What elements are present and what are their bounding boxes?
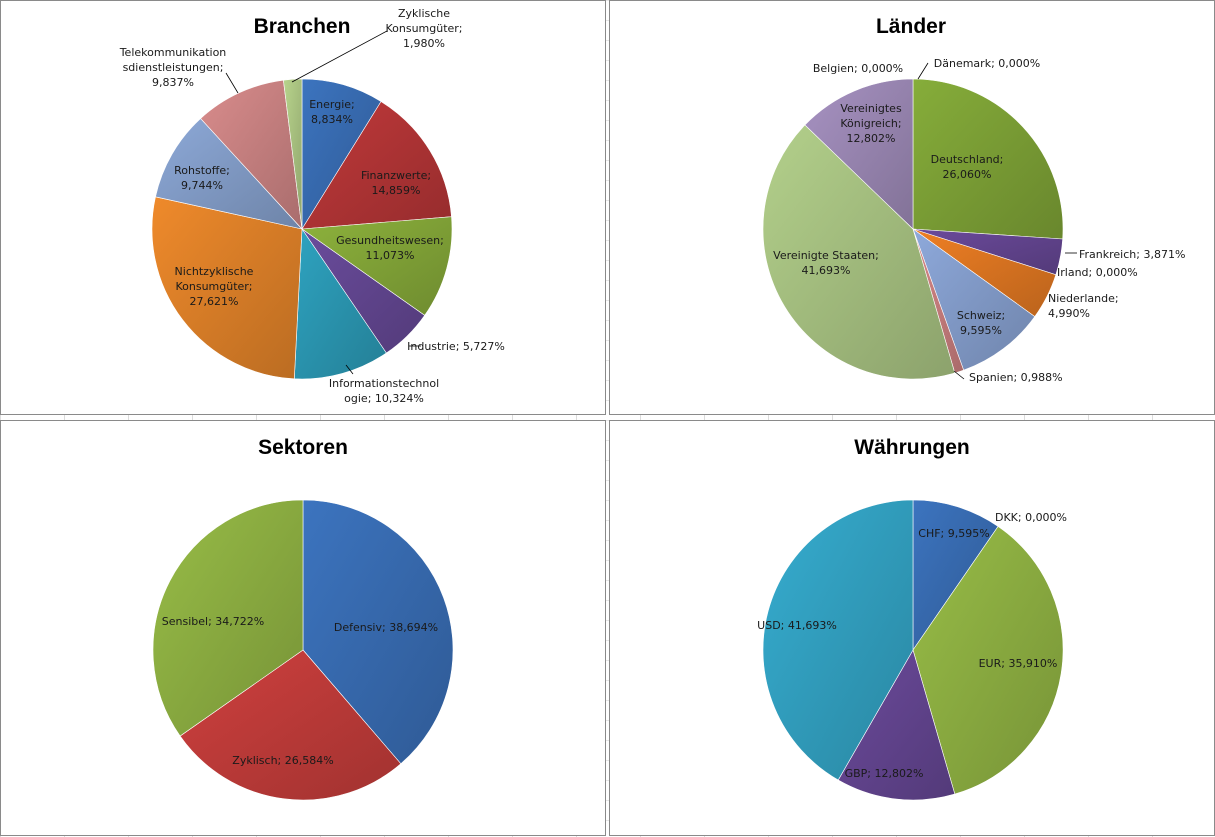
pie-chart-laender: Länder Deutschland; 26,060% Frankreich; 3,… — [762, 15, 1185, 384]
data-label-laender-7: Vereinigtes Königreich; 12,802% — [840, 102, 902, 145]
pie-slice-waehrungen-2 — [912, 526, 1064, 795]
pie-slice-branchen-1 — [301, 101, 452, 230]
pie-slice-branchen-5 — [151, 196, 303, 380]
pie-chart-branchen: Branchen Energie; 8,834% Finanzwerte; 14,85… — [119, 7, 505, 405]
data-label-laender-3: Niederlande; 4,990% — [1048, 292, 1119, 320]
pie-slice-waehrungen-3 — [837, 649, 956, 801]
chart-title: Währungen — [854, 436, 970, 459]
pie-slice-laender-7 — [804, 78, 914, 230]
data-label-branchen-8: Zyklische Konsumgüter; 1,980% — [385, 7, 462, 50]
chart-panel-laender: Länder Deutschland; 26,060% Frankreich; 3,… — [609, 0, 1215, 415]
pie-slice-laender-0 — [912, 78, 1064, 240]
leader-line — [225, 72, 239, 94]
data-label-branchen-3: Industrie; 5,727% — [407, 340, 505, 353]
pie-slice-waehrungen-0 — [912, 499, 999, 651]
data-label-laender-8: Belgien; 0,000% — [813, 62, 903, 75]
leader-line — [291, 30, 388, 83]
data-label-waehrungen-0: CHF; 9,595% — [918, 527, 989, 540]
pie-slice-branchen-2 — [301, 216, 453, 316]
leader-line — [953, 370, 965, 380]
data-label-laender-1: Frankreich; 3,871% — [1079, 248, 1185, 261]
pie-slice-sektoren-2 — [152, 499, 304, 737]
chart-panel-branchen: Branchen Energie; 8,834% Finanzwerte; 14,85… — [0, 0, 606, 415]
pie-chart-waehrungen: Währungen CHF; 9,595% DKK; 0,000% EUR; 35,… — [757, 436, 1067, 801]
pie-slice-laender-4 — [912, 228, 1036, 371]
data-label-branchen-1: Finanzwerte; 14,859% — [361, 169, 431, 197]
chart-title: Sektoren — [258, 436, 348, 459]
data-label-laender-0: Deutschland; 26,060% — [931, 153, 1004, 181]
leader-line — [345, 364, 354, 375]
data-label-laender-5: Spanien; 0,988% — [969, 371, 1063, 384]
pie-slice-sektoren-0 — [302, 499, 454, 765]
pie-slice-branchen-7 — [200, 79, 303, 230]
data-label-laender-2: Irland; 0,000% — [1057, 266, 1138, 279]
data-label-branchen-6: Rohstoffe; 9,744% — [174, 164, 230, 192]
pie-slice-branchen-4 — [293, 228, 387, 380]
data-label-sektoren-2: Sensibel; 34,722% — [162, 615, 264, 628]
data-label-laender-6: Vereinigte Staaten; 41,693% — [773, 249, 879, 277]
pie-slice-laender-6 — [762, 124, 956, 380]
data-label-laender-9: Dänemark; 0,000% — [934, 57, 1040, 70]
data-label-sektoren-1: Zyklisch; 26,584% — [232, 754, 333, 767]
chart-title: Branchen — [254, 15, 351, 38]
data-label-waehrungen-3: GBP; 12,802% — [845, 767, 924, 780]
data-label-branchen-2: Gesundheitswesen; 11,073% — [336, 234, 444, 262]
chart-panel-sektoren: Sektoren Defensiv; 38,694% Zyklisch; 26,5… — [0, 420, 606, 836]
pie-slice-sektoren-1 — [179, 649, 402, 801]
pie-slice-branchen-6 — [155, 118, 303, 230]
data-label-branchen-4: Informationstechnol ogie; 10,324% — [329, 377, 439, 405]
data-label-branchen-7: Telekommunikation sdienstleistungen; 9,837… — [119, 46, 227, 89]
pie-slice-waehrungen-4 — [762, 499, 914, 781]
chart-panel-waehrungen: Währungen CHF; 9,595% DKK; 0,000% EUR; 35,… — [609, 420, 1215, 836]
chart-title: Länder — [876, 15, 946, 38]
data-label-waehrungen-2: EUR; 35,910% — [979, 657, 1058, 670]
data-label-sektoren-0: Defensiv; 38,694% — [334, 621, 438, 634]
data-label-branchen-0: Energie; 8,834% — [309, 98, 355, 126]
pie-slice-branchen-0 — [301, 78, 382, 231]
leader-line — [917, 62, 929, 80]
data-label-branchen-5: Nichtzyklische Konsumgüter; 27,621% — [175, 265, 254, 308]
pie-slice-branchen-8 — [283, 78, 303, 230]
data-label-waehrungen-1: DKK; 0,000% — [995, 511, 1067, 524]
data-label-waehrungen-4: USD; 41,693% — [757, 619, 837, 632]
pie-chart-sektoren: Sektoren Defensiv; 38,694% Zyklisch; 26,5… — [152, 436, 454, 801]
data-label-laender-4: Schweiz; 9,595% — [957, 309, 1005, 337]
